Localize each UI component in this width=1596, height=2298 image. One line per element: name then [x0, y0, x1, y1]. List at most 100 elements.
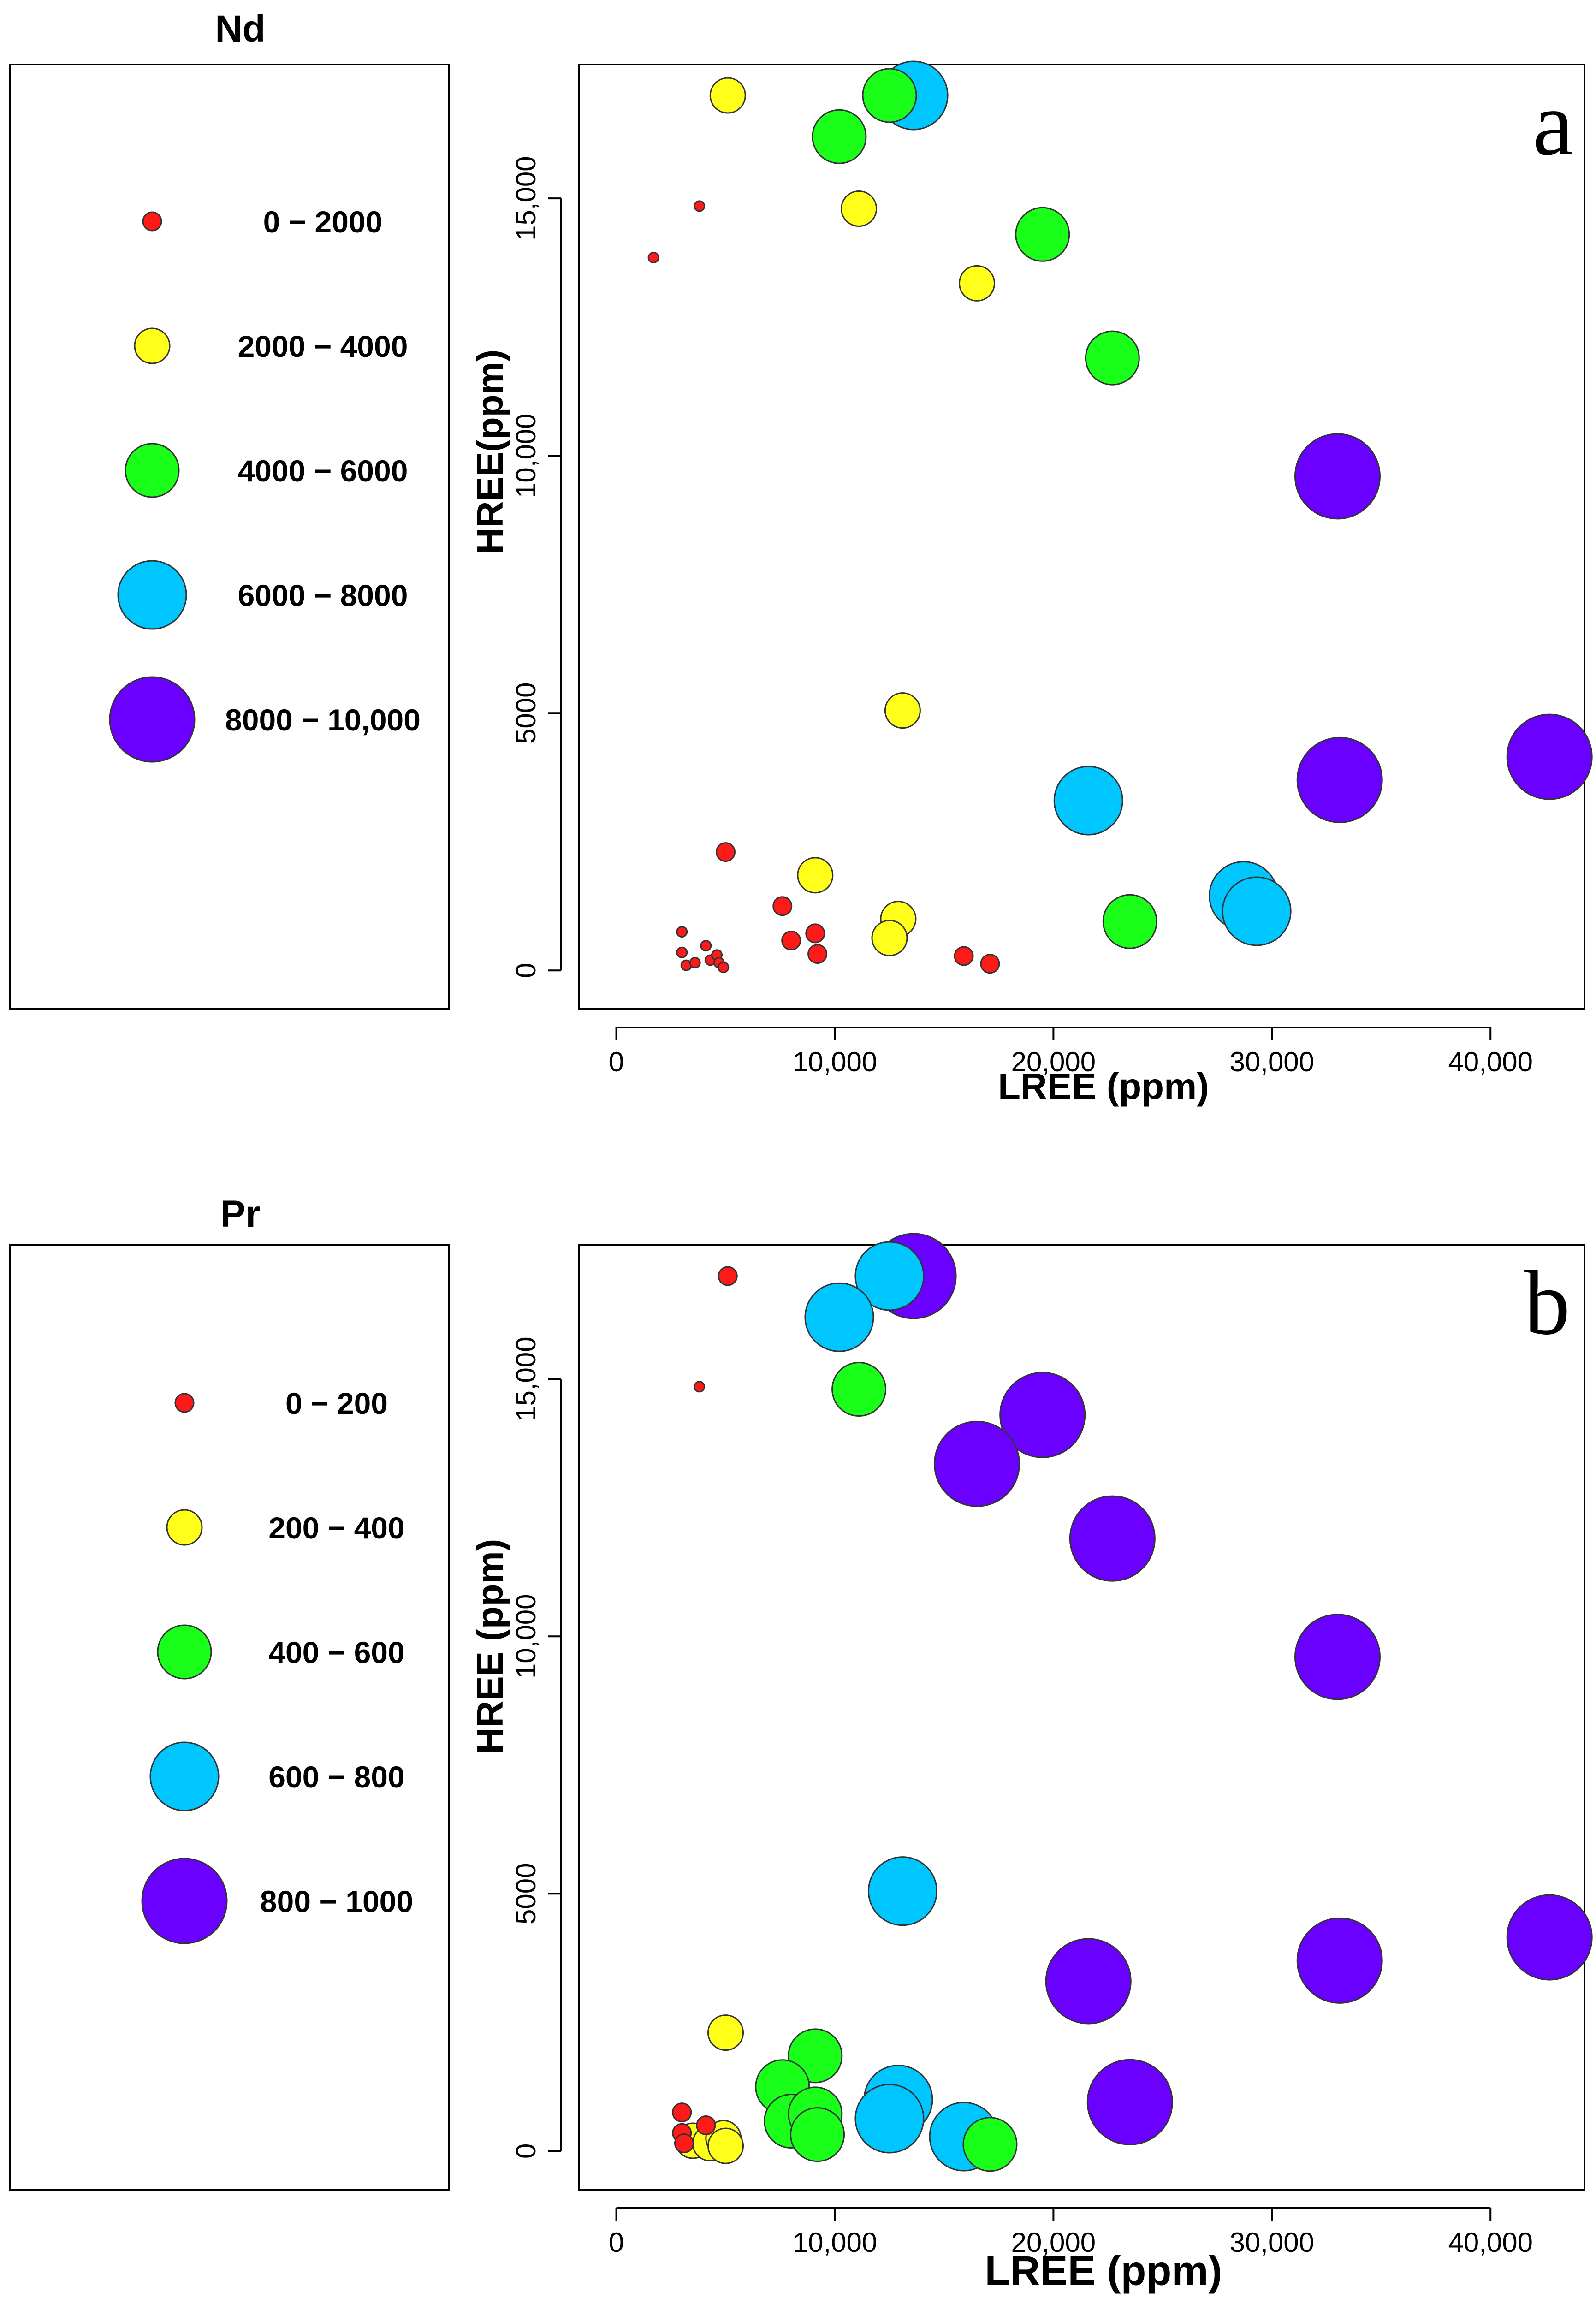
legend-marker — [125, 443, 180, 498]
data-points — [647, 60, 1593, 974]
data-point — [862, 68, 917, 123]
data-point — [1015, 207, 1070, 262]
data-point — [871, 920, 908, 956]
x-tick-label: 10,000 — [793, 2227, 878, 2258]
panel-label-a: a — [1533, 73, 1574, 175]
legend-label: 600 − 800 — [268, 1760, 404, 1794]
data-point — [854, 2084, 925, 2154]
data-point — [694, 200, 706, 212]
x-tick-label: 10,000 — [793, 1046, 878, 1077]
axes: 0 10,000 20,000 30,000 40,000 0 5000 10,000 15,0… — [510, 1336, 1533, 2258]
data-point — [676, 946, 688, 958]
data-point — [781, 931, 801, 951]
x-tick-label: 20,000 — [1011, 2227, 1096, 2258]
data-point — [1086, 2059, 1173, 2145]
legend-marker — [142, 211, 162, 232]
data-point — [1102, 894, 1157, 949]
data-point — [841, 190, 878, 227]
data-point — [674, 2133, 694, 2154]
data-point — [1296, 1917, 1383, 2004]
data-point — [954, 946, 974, 966]
data-point — [716, 842, 736, 862]
legend-marker — [149, 1741, 220, 1811]
data-point — [999, 1372, 1086, 1458]
data-point — [854, 1241, 925, 1311]
y-axis-label: HREE (ppm) — [469, 1539, 510, 1754]
data-point — [672, 2102, 692, 2123]
data-point — [831, 1362, 887, 1417]
data-point — [797, 857, 834, 894]
data-point — [1506, 1894, 1593, 1981]
legend-label: 0 − 200 — [285, 1386, 388, 1420]
data-point — [694, 1381, 706, 1393]
data-point — [709, 77, 746, 114]
y-tick-label: 15,000 — [510, 156, 541, 241]
legend-label: 200 − 400 — [268, 1511, 404, 1545]
data-point — [884, 692, 921, 729]
data-point — [1069, 1495, 1156, 1582]
x-tick-label: 30,000 — [1230, 2227, 1315, 2258]
data-point — [1045, 1938, 1132, 2025]
legend-label: 4000 − 6000 — [238, 454, 408, 488]
x-tick-label: 0 — [609, 2227, 624, 2258]
data-point — [696, 2115, 716, 2135]
legend-box — [9, 1244, 450, 2191]
plot-frame — [578, 64, 1585, 1010]
legend-label: 2000 − 4000 — [238, 329, 408, 363]
data-point — [1294, 433, 1381, 520]
data-point — [700, 940, 712, 952]
data-point — [1506, 713, 1593, 800]
data-point — [1222, 876, 1292, 946]
x-tick-label: 40,000 — [1448, 2227, 1533, 2258]
x-tick-label: 30,000 — [1230, 1046, 1315, 1077]
y-tick-label: 5000 — [510, 683, 541, 744]
data-point — [807, 944, 828, 964]
y-tick-label: 0 — [510, 963, 541, 978]
panel-a: Nd 0 − 2000 2000 − 4000 4000 − 6000 6000 − … — [9, 8, 1593, 1107]
data-point — [805, 923, 825, 944]
legend-marker — [157, 1624, 212, 1680]
data-point — [647, 252, 659, 264]
data-point — [812, 109, 867, 164]
y-tick-label: 15,000 — [510, 1336, 541, 1421]
legend-title-pr: Pr — [220, 1193, 261, 1235]
legend-label: 6000 − 8000 — [238, 578, 408, 612]
legend: 0 − 2000 2000 − 4000 4000 − 6000 6000 − 800… — [109, 205, 421, 763]
data-point — [934, 1420, 1020, 1507]
legend-label: 800 − 1000 — [260, 1884, 413, 1918]
legend-label: 8000 − 10,000 — [225, 703, 421, 737]
legend-box — [9, 64, 450, 1010]
data-point — [867, 1856, 937, 1926]
legend-marker — [117, 560, 187, 630]
data-point — [1296, 736, 1383, 823]
data-point — [962, 2117, 1018, 2172]
x-tick-label: 0 — [609, 1046, 624, 1077]
data-point — [804, 1282, 874, 1352]
data-point — [980, 954, 1000, 974]
plot-frame — [578, 1244, 1585, 2191]
legend-label: 400 − 600 — [268, 1635, 404, 1669]
data-point — [718, 962, 730, 974]
data-point — [676, 926, 688, 938]
data-point — [689, 957, 701, 969]
data-point — [707, 2127, 744, 2164]
data-point — [1085, 330, 1140, 386]
legend-label: 0 − 2000 — [263, 205, 383, 239]
data-point — [718, 1266, 738, 1286]
legend-marker — [174, 1393, 195, 1413]
data-point — [790, 2107, 845, 2162]
data-point — [1053, 766, 1123, 836]
y-tick-label: 0 — [510, 2144, 541, 2159]
data-point — [772, 896, 793, 916]
panel-label-b: b — [1524, 1252, 1570, 1354]
data-point — [1294, 1614, 1381, 1700]
x-axis-label: LREE (ppm) — [985, 2248, 1222, 2294]
legend-marker — [166, 1509, 203, 1546]
x-tick-label: 20,000 — [1011, 1046, 1096, 1077]
panel-b: Pr 0 − 200 200 − 400 400 − 600 600 − 800 800… — [9, 1193, 1593, 2294]
x-axis-label: LREE (ppm) — [998, 1066, 1209, 1107]
x-tick-label: 40,000 — [1448, 1046, 1533, 1077]
y-tick-label: 10,000 — [510, 1594, 541, 1679]
data-points — [672, 1233, 1593, 2172]
